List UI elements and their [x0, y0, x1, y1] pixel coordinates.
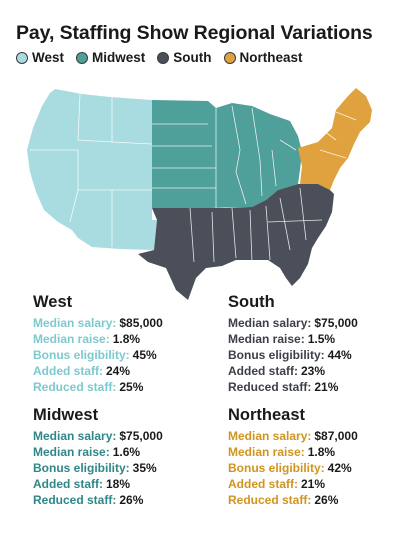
- stat-row: Bonus eligibility: 44%: [228, 348, 408, 364]
- stat-row: Reduced staff: 25%: [33, 380, 213, 396]
- map-region-midwest: [152, 100, 302, 208]
- stat-value: 21%: [314, 379, 339, 394]
- region-title-south: South: [228, 293, 275, 311]
- stat-label: Median salary:: [33, 316, 117, 330]
- legend-item-south: South: [157, 50, 212, 65]
- stat-value: 23%: [301, 363, 326, 378]
- stat-label: Reduced staff:: [33, 492, 117, 507]
- stat-row: Median salary: $75,000: [228, 316, 408, 332]
- legend: West Midwest South Northeast: [16, 50, 315, 65]
- legend-swatch-northeast: [223, 51, 236, 64]
- us-region-map: [27, 88, 372, 300]
- stat-value: 26%: [314, 492, 339, 507]
- region-stats-south: South Median salary: $75,000 Median raise…: [228, 293, 408, 396]
- region-title-northeast: Northeast: [228, 406, 306, 424]
- stat-label: Bonus eligibility:: [33, 347, 130, 362]
- region-stats-northeast: Northeast Median salary: $87,000 Median r…: [228, 406, 408, 509]
- stat-row: Bonus eligibility: 35%: [33, 461, 213, 477]
- region-title-west: West: [33, 293, 73, 311]
- stat-row: Reduced staff: 26%: [228, 493, 408, 509]
- state-borders: [30, 93, 357, 263]
- stat-label: Reduced staff:: [33, 379, 117, 394]
- stat-value: 26%: [119, 492, 144, 507]
- stat-value: $75,000: [314, 316, 358, 330]
- map-region-west: [27, 89, 157, 250]
- stat-value: 42%: [327, 460, 352, 475]
- stat-row: Added staff: 24%: [33, 364, 213, 380]
- stat-label: Reduced staff:: [228, 492, 312, 507]
- map-region-south: [138, 184, 334, 300]
- stat-row: Added staff: 23%: [228, 364, 408, 380]
- region-title-midwest: Midwest: [33, 406, 99, 424]
- legend-item-midwest: Midwest: [76, 50, 145, 65]
- stat-label: Bonus eligibility:: [33, 460, 130, 475]
- stat-row: Bonus eligibility: 42%: [228, 461, 408, 477]
- stat-value: 25%: [119, 379, 144, 394]
- stat-value: 1.8%: [307, 444, 336, 459]
- stat-row: Bonus eligibility: 45%: [33, 348, 213, 364]
- stat-value: 1.5%: [307, 331, 336, 346]
- stat-row: Median salary: $87,000: [228, 429, 408, 445]
- stat-value: 44%: [327, 347, 352, 362]
- stat-label: Median salary:: [228, 316, 312, 330]
- stat-value: $87,000: [314, 429, 358, 443]
- stat-value: 18%: [106, 476, 131, 491]
- stat-label: Added staff:: [228, 363, 298, 378]
- stat-row: Median raise: 1.5%: [228, 332, 408, 348]
- legend-label-northeast: Northeast: [239, 50, 303, 65]
- stat-label: Reduced staff:: [228, 379, 312, 394]
- stat-label: Added staff:: [228, 476, 298, 491]
- stat-value: $85,000: [119, 316, 163, 330]
- stat-value: 24%: [106, 363, 131, 378]
- legend-item-northeast: Northeast: [223, 50, 303, 65]
- stat-row: Median raise: 1.6%: [33, 445, 213, 461]
- stat-label: Median salary:: [228, 429, 312, 443]
- stat-value: 45%: [132, 347, 157, 362]
- stat-value: 21%: [301, 476, 326, 491]
- legend-label-south: South: [173, 50, 212, 65]
- stat-label: Median raise:: [228, 331, 305, 346]
- stat-label: Added staff:: [33, 476, 103, 491]
- stat-row: Median raise: 1.8%: [33, 332, 213, 348]
- stat-label: Added staff:: [33, 363, 103, 378]
- legend-label-midwest: Midwest: [92, 50, 146, 65]
- stat-label: Bonus eligibility:: [228, 347, 325, 362]
- stat-row: Added staff: 18%: [33, 477, 213, 493]
- region-stats-midwest: Midwest Median salary: $75,000 Median rai…: [33, 406, 213, 509]
- stat-label: Median raise:: [33, 444, 110, 459]
- stat-row: Reduced staff: 21%: [228, 380, 408, 396]
- stat-value: 35%: [132, 460, 157, 475]
- stat-row: Median raise: 1.8%: [228, 445, 408, 461]
- stat-row: Added staff: 21%: [228, 477, 408, 493]
- stat-value: $75,000: [119, 429, 163, 443]
- legend-swatch-south: [157, 51, 170, 64]
- stat-value: 1.8%: [112, 331, 141, 346]
- legend-label-west: West: [32, 50, 65, 65]
- stat-value: 1.6%: [112, 444, 141, 459]
- page-title: Pay, Staffing Show Regional Variations: [16, 22, 373, 44]
- stat-label: Bonus eligibility:: [228, 460, 325, 475]
- stat-label: Median raise:: [228, 444, 305, 459]
- stat-row: Reduced staff: 26%: [33, 493, 213, 509]
- stat-row: Median salary: $75,000: [33, 429, 213, 445]
- region-stats-west: West Median salary: $85,000 Median raise:…: [33, 293, 213, 396]
- stat-label: Median salary:: [33, 429, 117, 443]
- legend-swatch-midwest: [76, 51, 89, 64]
- stat-label: Median raise:: [33, 331, 110, 346]
- legend-swatch-west: [16, 51, 28, 64]
- stat-row: Median salary: $85,000: [33, 316, 213, 332]
- legend-item-west: West: [16, 50, 64, 65]
